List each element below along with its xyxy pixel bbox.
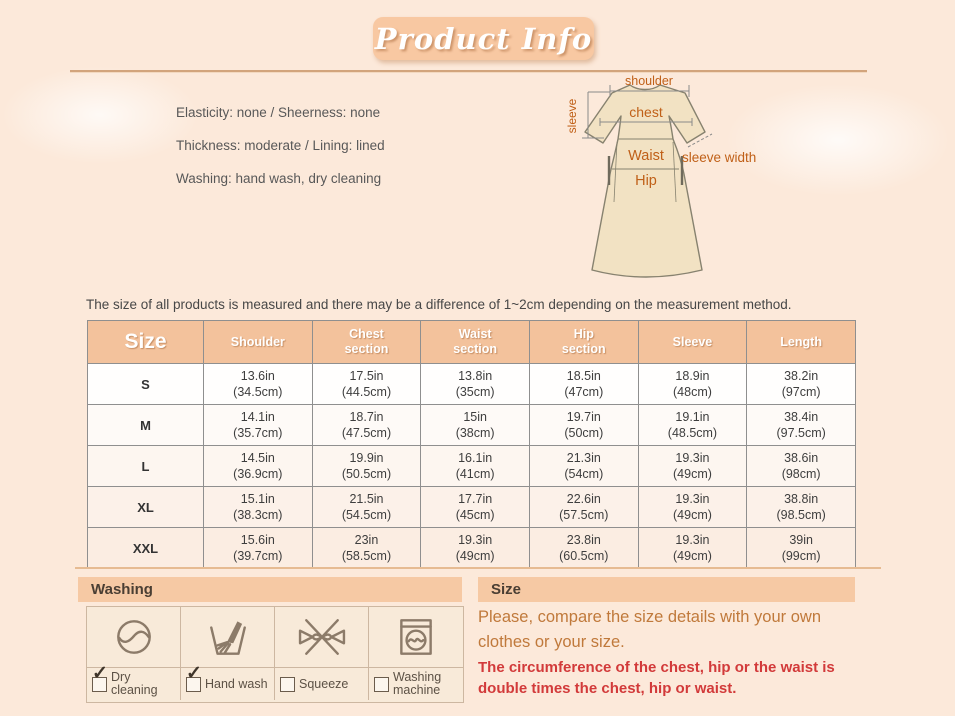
size-section-header: Size: [478, 577, 855, 602]
washing-option-dry-cleaning: ✓ Dry cleaning: [87, 664, 181, 700]
dress-outline: [584, 84, 706, 278]
measurement-cell: 23in (58.5cm): [311, 527, 422, 569]
bottom-section-divider: [75, 567, 881, 569]
measurement-cell: 39in (99cm): [746, 527, 856, 569]
washing-option-squeeze: ✓ Squeeze: [275, 668, 369, 700]
measurement-cell: 21.5in (54.5cm): [311, 486, 422, 528]
measurement-cell: 18.5in (47cm): [528, 363, 639, 405]
measurement-cell: 14.5in (36.9cm): [203, 445, 313, 487]
measurement-cell: 15.1in (38.3cm): [203, 486, 313, 528]
dry-cleaning-checkbox[interactable]: ✓: [92, 664, 108, 692]
measurement-cell: 19.7in (50cm): [528, 404, 639, 446]
measurement-cell: 17.5in (44.5cm): [311, 363, 422, 405]
size-label: S: [87, 363, 204, 405]
page-title-banner: Product Info: [373, 17, 594, 60]
measurement-cell: 38.4in (97.5cm): [746, 404, 856, 446]
page-title: Product Info: [374, 21, 593, 56]
measurement-cell: 21.3in (54cm): [528, 445, 639, 487]
header-divider: [70, 70, 867, 73]
diagram-label-sleeve-width: sleeve width: [682, 150, 756, 165]
diagram-label-hip: Hip: [635, 173, 657, 189]
washing-section-header: Washing: [78, 577, 462, 602]
dry-cleaning-icon: [87, 607, 181, 668]
measurement-cell: 22.6in (57.5cm): [528, 486, 639, 528]
size-table: Size Shoulder Chest section Waist section Hi…: [87, 320, 856, 569]
diagram-label-sleeve: sleeve: [565, 98, 579, 133]
size-label: XXL: [87, 527, 204, 569]
check-icon: ✓: [92, 662, 108, 684]
dress-illustration: shoulder sleeve chest Waist Hip sleeve w…: [565, 74, 756, 278]
product-details: Elasticity: none / Sheerness: none Thick…: [176, 103, 385, 202]
size-row-XXL: XXL 15.6in (39.7cm) 23in (58.5cm) 19.3in (49cm…: [87, 527, 856, 569]
check-icon: ✓: [186, 662, 202, 684]
size-row-S: S 13.6in (34.5cm) 17.5in (44.5cm) 13.8in (35cm…: [87, 363, 856, 405]
col-header-length: Length: [746, 320, 856, 364]
measurement-cell: 13.8in (35cm): [420, 363, 530, 405]
measurement-cell: 38.2in (97cm): [746, 363, 856, 405]
detail-washing: Washing: hand wash, dry cleaning: [176, 171, 382, 186]
measurement-cell: 19.1in (48.5cm): [637, 404, 748, 446]
size-label: XL: [87, 486, 204, 528]
diagram-label-chest: chest: [629, 104, 663, 120]
size-label: M: [87, 404, 204, 446]
measurement-cell: 14.1in (35.7cm): [203, 404, 313, 446]
measurement-cell: 23.8in (60.5cm): [528, 527, 639, 569]
measurement-cell: 38.6in (98cm): [746, 445, 856, 487]
col-header-shoulder: Shoulder: [203, 320, 313, 364]
size-section-title: Size: [491, 581, 522, 598]
measurement-cell: 19.3in (49cm): [637, 445, 748, 487]
size-table-header-row: Size Shoulder Chest section Waist section Hi…: [87, 320, 856, 364]
measurement-cell: 17.7in (45cm): [420, 486, 530, 528]
measurement-note: The size of all products is measured and…: [86, 297, 792, 312]
measurement-cell: 38.8in (98.5cm): [746, 486, 856, 528]
size-label: L: [87, 445, 204, 487]
measurement-cell: 19.3in (49cm): [420, 527, 530, 569]
size-row-M: M 14.1in (35.7cm) 18.7in (47.5cm) 15in (38cm) 1…: [87, 404, 856, 446]
col-header-chest-section: Chest section: [311, 320, 422, 364]
measurement-cell: 19.3in (49cm): [637, 527, 748, 569]
measurement-cell: 16.1in (41cm): [420, 445, 530, 487]
squeeze-checkbox[interactable]: ✓: [280, 676, 295, 692]
measurement-cell: 19.9in (50.5cm): [311, 445, 422, 487]
size-circumference-note: The circumference of the chest, hip or t…: [478, 659, 835, 697]
measurement-cell: 15in (38cm): [420, 404, 530, 446]
diagram-label-shoulder: shoulder: [625, 74, 673, 88]
size-row-XL: XL 15.1in (38.3cm) 21.5in (54.5cm) 17.7in (45c…: [87, 486, 856, 528]
col-header-size: Size: [87, 320, 204, 364]
detail-thickness-lining: Thickness: moderate / Lining: lined: [176, 138, 385, 153]
col-header-sleeve: Sleeve: [637, 320, 748, 364]
do-not-squeeze-icon: [275, 607, 369, 668]
size-row-L: L 14.5in (36.9cm) 19.9in (50.5cm) 16.1in (41cm…: [87, 445, 856, 487]
size-compare-note: Please, compare the size details with yo…: [478, 608, 822, 651]
hand-wash-icon: [181, 607, 275, 668]
col-header-waist-section: Waist section: [420, 320, 530, 364]
washing-options-grid: ✓ Dry cleaning ✓ Hand wash ✓ Squeeze ✓ W…: [86, 606, 464, 703]
measurement-cell: 15.6in (39.7cm): [203, 527, 313, 569]
detail-elasticity-sheerness: Elasticity: none / Sheerness: none: [176, 105, 381, 120]
hand-wash-checkbox[interactable]: ✓: [186, 664, 202, 692]
measurement-cell: 18.7in (47.5cm): [311, 404, 422, 446]
washing-option-washing-machine: ✓ Washing machine: [369, 668, 463, 700]
diagram-label-waist: Waist: [628, 148, 664, 164]
dry-cleaning-label: Dry cleaning: [111, 670, 158, 697]
washing-machine-icon: [369, 607, 463, 668]
washing-section-title: Washing: [91, 581, 153, 598]
measurement-cell: 13.6in (34.5cm): [203, 363, 313, 405]
washing-option-hand-wash: ✓ Hand wash: [181, 664, 275, 700]
washing-machine-checkbox[interactable]: ✓: [374, 676, 389, 692]
measurement-cell: 19.3in (49cm): [637, 486, 748, 528]
dress-measurement-diagram: shoulder sleeve chest Waist Hip sleeve w…: [552, 72, 782, 292]
col-header-hip-section: Hip section: [528, 320, 639, 364]
hand-wash-label: Hand wash: [205, 676, 268, 691]
measurement-cell: 18.9in (48cm): [637, 363, 748, 405]
washing-machine-label: Washing machine: [393, 670, 442, 697]
squeeze-label: Squeeze: [299, 676, 349, 691]
